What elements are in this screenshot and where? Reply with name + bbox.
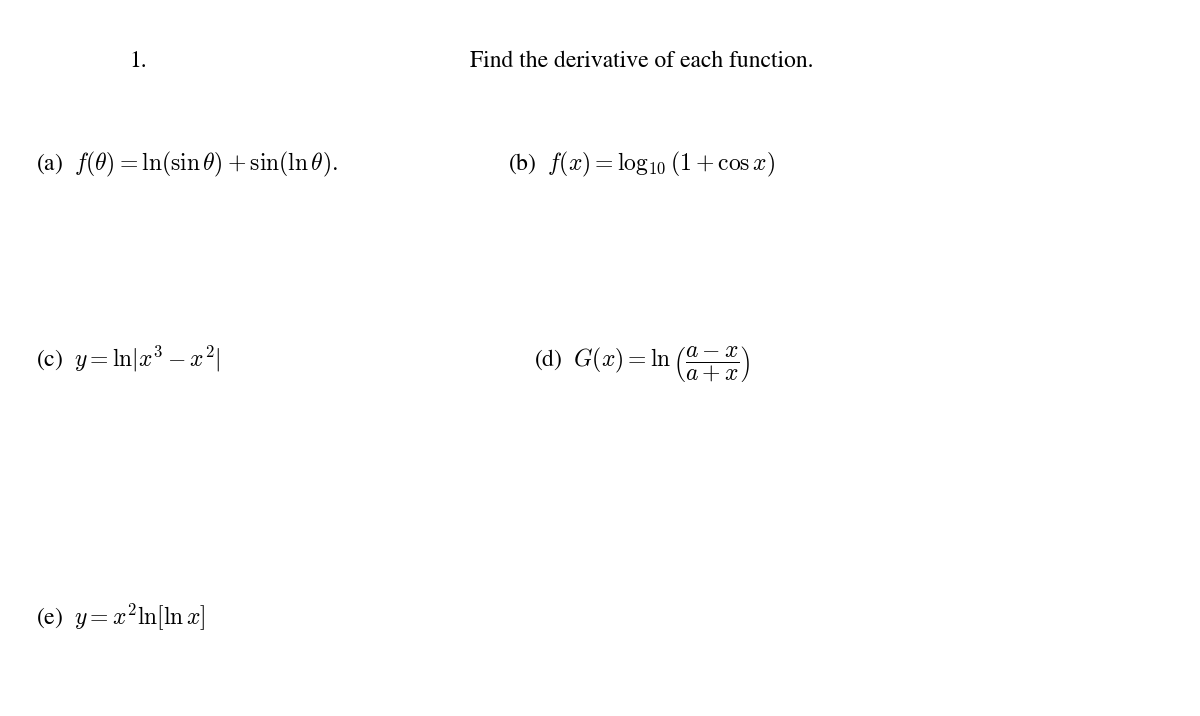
Text: (e)  $y = x^2 \ln[\ln x]$: (e) $y = x^2 \ln[\ln x]$ — [36, 601, 205, 632]
Text: (d)  $G(x) = \ln \left( \dfrac{a - x}{a + x} \right)$: (d) $G(x) = \ln \left( \dfrac{a - x}{a +… — [534, 344, 750, 384]
Text: (c)  $y = \ln |x^3 - x^2|$: (c) $y = \ln |x^3 - x^2|$ — [36, 344, 221, 374]
Text: (b)  $f(x) = \log_{10}(1 + \cos x)$: (b) $f(x) = \log_{10}(1 + \cos x)$ — [509, 150, 775, 180]
Text: (a)  $f(\theta) = \ln(\sin \theta) + \sin(\ln \theta).$: (a) $f(\theta) = \ln(\sin \theta) + \sin… — [36, 150, 338, 180]
Text: 1.: 1. — [130, 50, 146, 72]
Text: Find the derivative of each function.: Find the derivative of each function. — [470, 50, 814, 72]
